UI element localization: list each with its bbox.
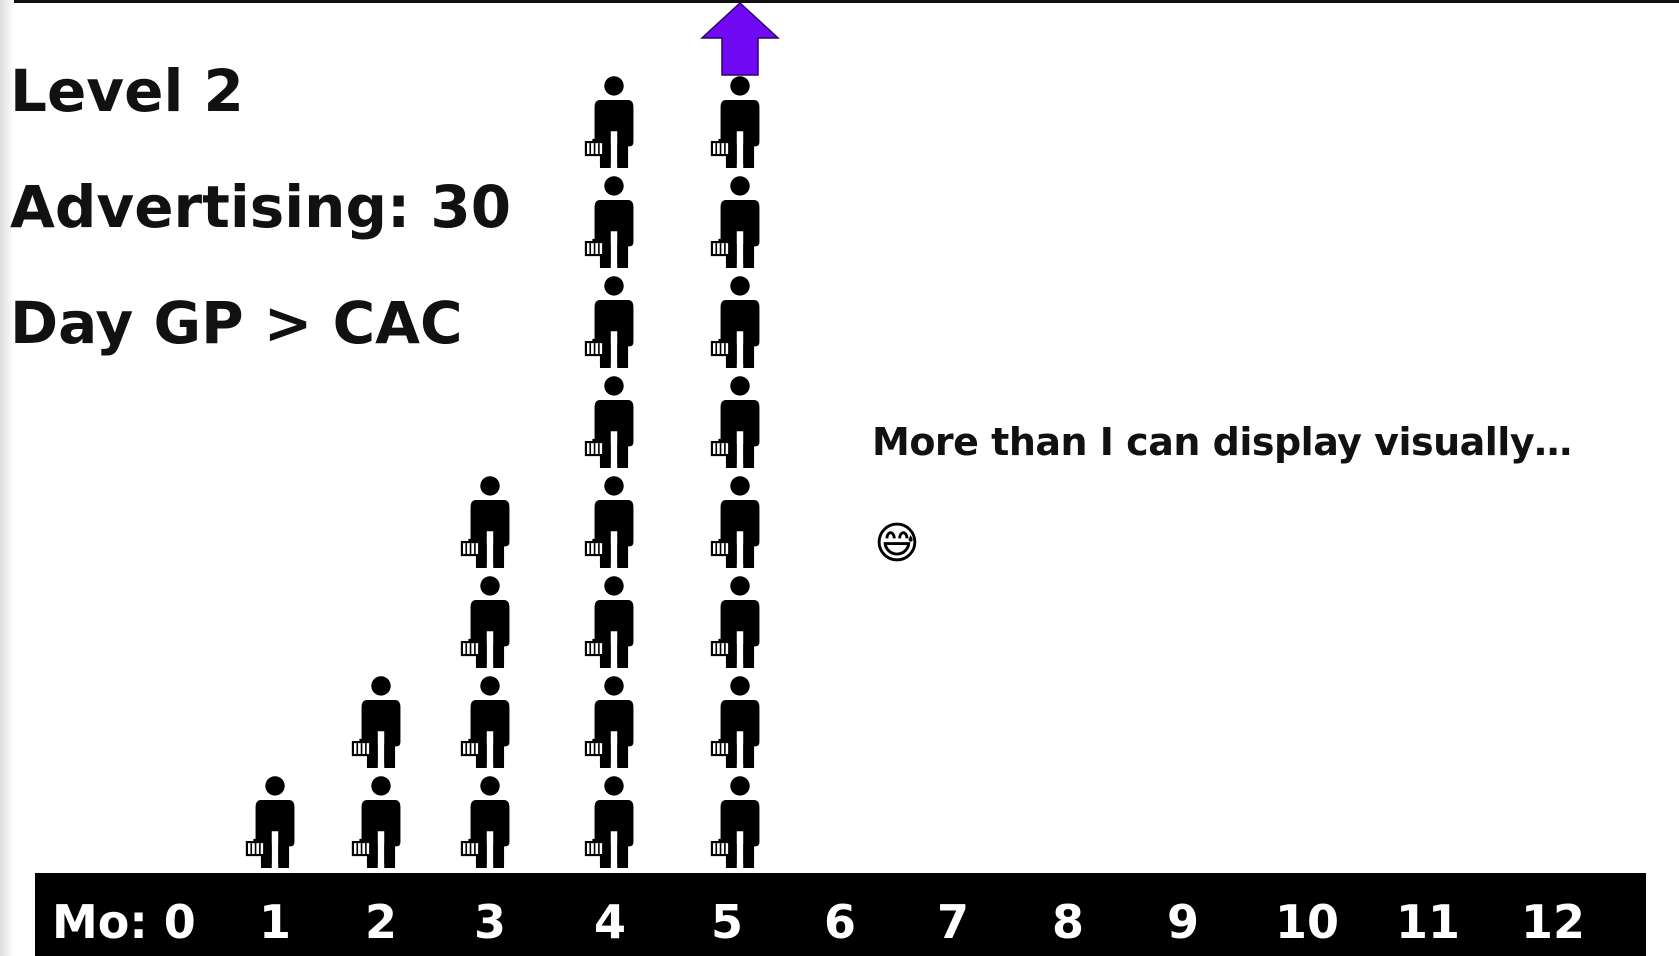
person-with-basket-icon [351,775,402,870]
tick-label-2: 2 [365,895,397,949]
person-with-basket-icon [710,75,761,170]
person-with-basket-icon [584,175,635,270]
person-with-basket-icon [460,775,511,870]
person-with-basket-icon [710,775,761,870]
overflow-indicator [700,1,780,76]
tick-label-12: 12 [1521,895,1585,949]
tick-label-11: 11 [1396,895,1460,949]
tick-label-5: 5 [711,895,743,949]
person-with-basket-icon [351,675,402,770]
person-with-basket-icon [584,75,635,170]
person-with-basket-icon [460,575,511,670]
overflow-annotation: More than I can display visually… [872,420,1572,464]
person-with-basket-icon [710,375,761,470]
person-with-basket-icon [584,575,635,670]
tick-label-7: 7 [937,895,969,949]
person-with-basket-icon [460,675,511,770]
person-with-basket-icon [584,675,635,770]
person-with-basket-icon [710,675,761,770]
person-with-basket-icon [710,475,761,570]
customer-marks [245,75,761,870]
tick-label-8: 8 [1052,895,1084,949]
person-with-basket-icon [460,475,511,570]
person-with-basket-icon [710,175,761,270]
person-with-basket-icon [710,275,761,370]
tick-label-1: 1 [259,895,291,949]
person-with-basket-icon [584,375,635,470]
tick-label-9: 9 [1167,895,1199,949]
person-with-basket-icon [584,275,635,370]
advertising-label: Advertising: 30 [10,173,512,241]
person-with-basket-icon [710,575,761,670]
left-edge-shadow [0,0,14,956]
tick-label-10: 10 [1275,895,1339,949]
tick-label-4: 4 [594,895,626,949]
person-with-basket-icon [584,775,635,870]
person-with-basket-icon [245,775,296,870]
top-border [0,0,1679,3]
tick-label-6: 6 [824,895,856,949]
slide-title: Level 2 [10,57,244,125]
sweat-smile-emoji-icon: 😅 [874,518,920,569]
month-axis-bar [35,873,1646,956]
month-tick-labels: Mo: 0 1 2 3 4 5 6 7 8 9 10 11 12 [52,895,1585,949]
tick-label-3: 3 [474,895,506,949]
rule-label: Day GP > CAC [10,289,463,357]
up-arrow-icon [700,1,780,76]
person-with-basket-icon [584,475,635,570]
tick-label-0: Mo: 0 [52,895,196,949]
